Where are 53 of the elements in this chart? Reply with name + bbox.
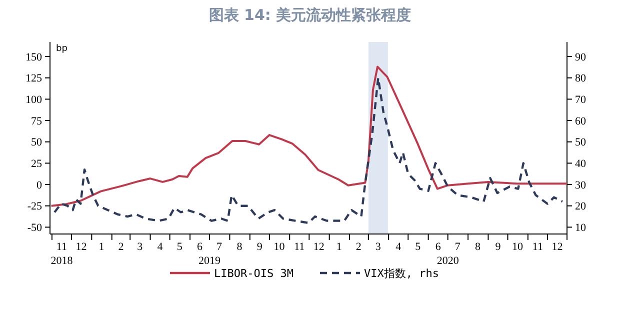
y-tick-label: 25	[31, 158, 42, 170]
y2-tick-label: 40	[575, 158, 586, 170]
y-tick-label: -50	[27, 222, 42, 234]
line-series	[50, 66, 568, 207]
y2-tick-label: 60	[575, 115, 586, 128]
y-tick-label: -25	[27, 200, 42, 213]
x-tick-label: 7	[454, 241, 461, 253]
y2-tick-label: 30	[575, 179, 586, 192]
x-tick-label: 8	[475, 241, 482, 253]
x-tick-label: 12	[76, 241, 87, 253]
x-tick-label: 11	[532, 241, 543, 253]
x-tick-label: 3	[375, 241, 382, 253]
legend-label: LIBOR-OIS 3M	[214, 266, 294, 280]
y-tick-label: 150	[26, 51, 42, 64]
x2-tick-label: 2019	[198, 255, 222, 267]
y-tick-label: 100	[26, 94, 42, 106]
x2-tick-label: 2018	[50, 255, 74, 267]
y-tick-label: 125	[26, 72, 42, 85]
x-tick-label: 2	[118, 241, 124, 253]
x-tick-label: 9	[495, 241, 502, 253]
y2-tick-label: 80	[575, 72, 586, 85]
x-tick-label: 6	[197, 241, 204, 253]
y2-tick-label: 90	[575, 51, 586, 64]
x-tick-label: 11	[294, 241, 305, 253]
legend-label: VIX指数, rhs	[364, 266, 439, 280]
x-tick-label: 12	[313, 241, 324, 253]
chart-title: 图表 14: 美元流动性紧张程度	[208, 6, 412, 24]
x-tick-label: 1	[98, 241, 104, 253]
x-tick-label: 5	[415, 241, 422, 253]
x-tick-label: 4	[157, 241, 164, 253]
x-tick-label: 11	[56, 241, 68, 253]
y-tick-label: 75	[31, 115, 42, 128]
x-tick-label: 6	[435, 241, 442, 253]
x-tick-label: 1	[336, 241, 342, 253]
x-tick-label: 10	[512, 241, 524, 253]
x-tick-label: 8	[236, 241, 243, 253]
x-tick-label: 4	[396, 241, 402, 253]
y2-tick-label: 10	[575, 222, 586, 234]
y-axis-title: bp	[56, 44, 68, 54]
y2-tick-label: 20	[575, 200, 586, 213]
y-tick-label: 50	[31, 136, 42, 149]
x-tick-label: 12	[552, 241, 563, 253]
x-tick-label: 3	[137, 241, 144, 253]
x-tick-label: 7	[216, 241, 223, 253]
x-tick-label: 5	[176, 241, 183, 253]
y2-tick-label: 50	[575, 136, 586, 149]
y-tick-label: 0	[36, 179, 42, 192]
x-tick-label: 9	[256, 241, 263, 253]
y2-tick-label: 70	[575, 94, 586, 106]
x-tick-label: 2	[356, 241, 362, 253]
line-series	[53, 76, 564, 224]
x2-tick-label: 2020	[436, 255, 460, 267]
x-tick-label: 10	[274, 241, 286, 253]
